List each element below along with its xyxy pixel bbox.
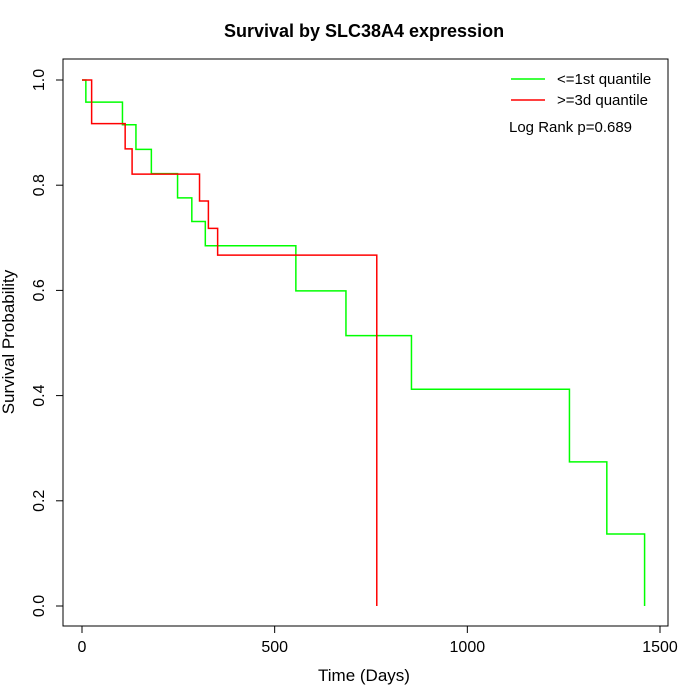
y-axis: 0.0 0.2 0.4 0.6 0.8 1.0 — [31, 69, 64, 617]
x-tick-label: 1000 — [450, 639, 486, 656]
y-tick-label: 0.2 — [31, 490, 48, 512]
x-axis-label: Time (Days) — [318, 666, 410, 685]
log-rank-annotation: Log Rank p=0.689 — [509, 119, 632, 136]
series-line-1 — [82, 79, 378, 606]
x-axis: 0 500 1000 1500 — [78, 625, 678, 656]
y-axis-label: Survival Probability — [0, 269, 18, 414]
y-tick-label: 0.4 — [31, 384, 48, 406]
x-tick-label: 500 — [261, 639, 288, 656]
y-tick-label: 0.6 — [31, 279, 48, 301]
y-tick-label: 1.0 — [31, 69, 48, 91]
series-line-0 — [82, 79, 646, 606]
plot-frame — [62, 58, 669, 627]
legend: <=1st quantile >=3d quantile — [511, 71, 651, 109]
y-tick-label: 0.0 — [31, 595, 48, 617]
legend-label-0: <=1st quantile — [557, 71, 651, 88]
x-tick-label: 1500 — [642, 639, 678, 656]
y-tick-label: 0.8 — [31, 174, 48, 196]
series-layer — [82, 79, 646, 606]
x-tick-label: 0 — [78, 639, 87, 656]
legend-label-1: >=3d quantile — [557, 92, 648, 109]
chart-title: Survival by SLC38A4 expression — [224, 21, 504, 41]
